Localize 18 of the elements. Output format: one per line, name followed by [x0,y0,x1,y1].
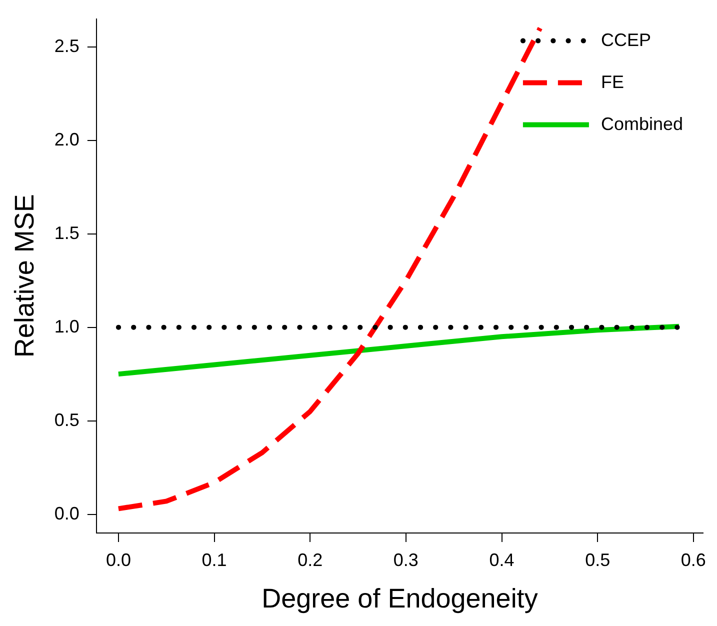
x-tick-label: 0.2 [298,550,323,570]
x-tick-label: 0.0 [106,550,131,570]
x-tick-label: 0.4 [489,550,514,570]
x-tick-label: 0.5 [585,550,610,570]
y-tick-label: 2.5 [54,36,80,56]
y-tick-label: 2.0 [54,129,80,150]
legend-label: CCEP [600,30,651,50]
legend-label: FE [600,72,624,92]
x-tick-label: 0.3 [393,550,418,570]
y-tick-label: 1.5 [54,222,80,243]
y-tick-label: 0.5 [54,410,80,430]
y-tick-label: 0.0 [54,503,80,524]
x-axis-title: Degree of Endogeneity [262,583,538,614]
x-tick-label: 0.6 [680,550,706,570]
legend-label: Combined [600,114,683,134]
x-tick-label: 0.1 [202,550,227,570]
y-axis-title: Relative MSE [10,194,40,358]
y-tick-label: 1.0 [54,316,80,336]
